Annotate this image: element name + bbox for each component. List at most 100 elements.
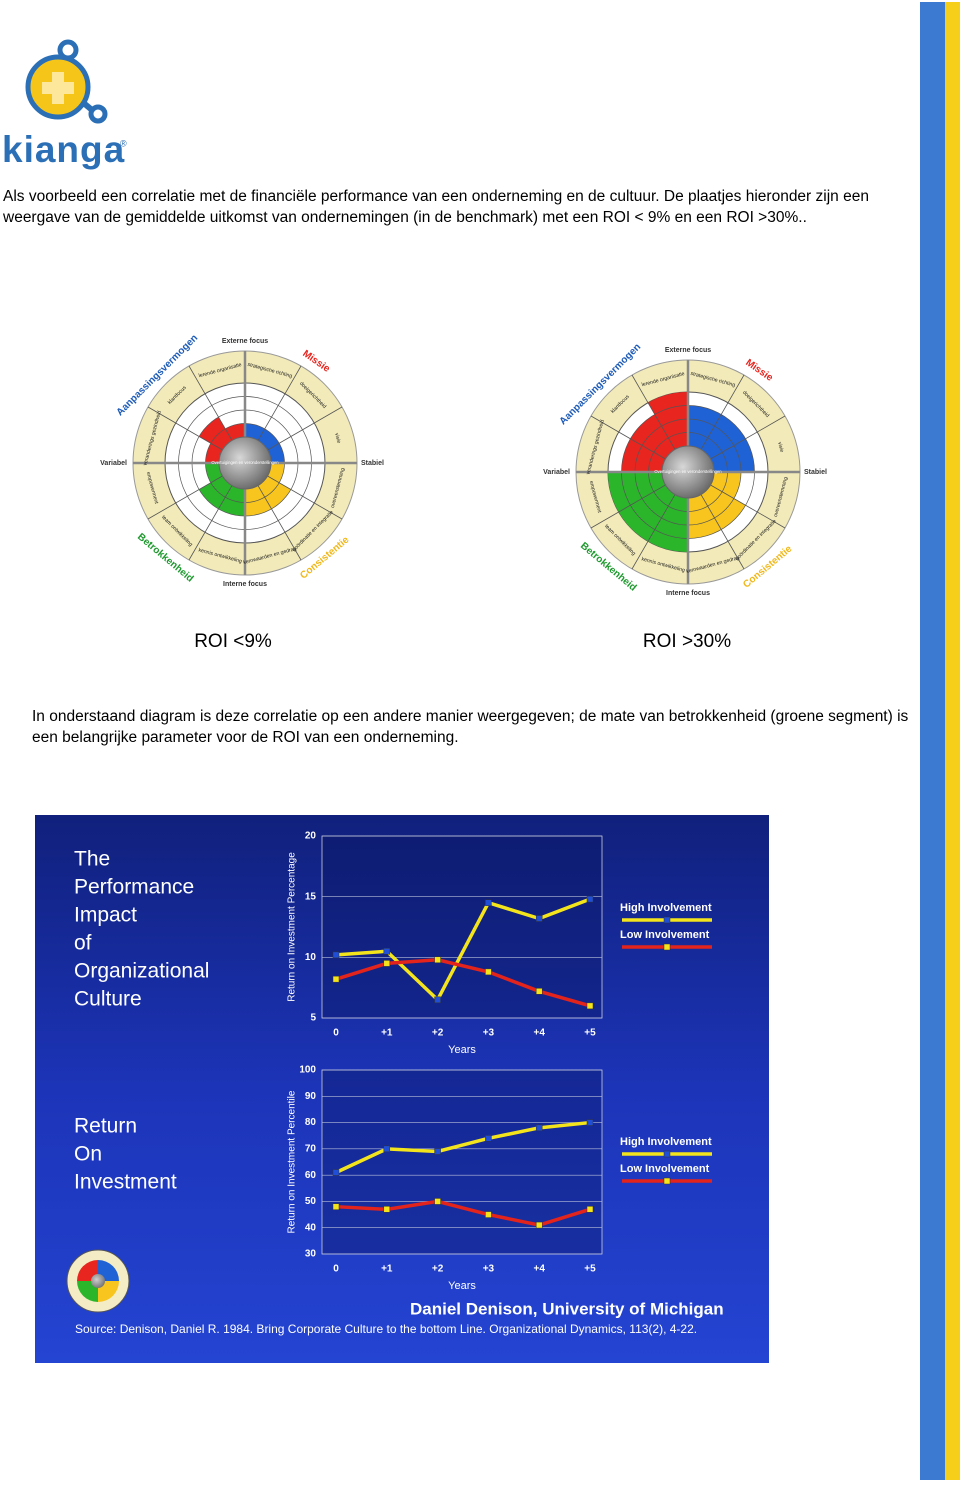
segment-level	[688, 405, 722, 450]
axis-label: Stabiel	[361, 460, 384, 467]
x-tick-label: +4	[533, 1264, 545, 1275]
segment-level	[258, 476, 291, 509]
segment-level	[621, 438, 666, 472]
point-marker	[485, 899, 492, 906]
intro-text: Als voorbeeld een correlatie met de fina…	[3, 188, 869, 226]
point-marker	[434, 956, 441, 964]
divider	[257, 485, 302, 561]
divider	[710, 484, 786, 529]
segment-level	[225, 423, 245, 441]
point-marker	[535, 915, 543, 922]
outro-text: In onderstaand diagram is deze correlati…	[32, 708, 909, 746]
segment-level	[218, 485, 245, 516]
circumplex: Overtuigingen en veronderstellingenveran…	[543, 342, 827, 597]
axis-label: Stabiel	[804, 469, 827, 476]
y-axis-label: Return on Investment Percentile	[287, 1090, 298, 1233]
point-marker	[383, 960, 391, 967]
x-axis-label: Years	[448, 1044, 476, 1056]
logo-mark: ®	[120, 138, 127, 148]
series-line	[335, 1120, 591, 1175]
x-tick-label: +5	[584, 1028, 596, 1039]
side-stripe-blue	[920, 2, 945, 1480]
divider	[188, 485, 233, 561]
segment-level	[199, 476, 232, 509]
divider	[257, 365, 302, 441]
axis-label: Interne focus	[223, 581, 267, 588]
panel-background	[35, 815, 769, 1363]
logo-plus	[42, 72, 74, 104]
y-tick-label: 50	[305, 1196, 317, 1207]
segment-level	[205, 443, 223, 463]
divider	[631, 374, 676, 450]
x-tick-label: +3	[483, 1264, 495, 1275]
chart-title: Organizational	[74, 960, 209, 983]
segment-level	[267, 463, 285, 483]
logo-text: kianga	[2, 129, 125, 170]
point-marker	[383, 1206, 391, 1213]
legend-marker	[663, 943, 671, 951]
point-marker	[586, 1002, 594, 1010]
x-tick-label: +2	[432, 1028, 444, 1039]
segment-level	[710, 438, 755, 472]
logo: kianga ®	[2, 39, 127, 170]
point-marker	[535, 1221, 543, 1229]
x-tick-label: +4	[533, 1028, 545, 1039]
divider	[710, 415, 786, 460]
point-marker	[434, 1148, 441, 1155]
legend-marker	[663, 916, 671, 924]
center	[218, 436, 272, 490]
series-line	[335, 957, 591, 1008]
x-tick-label: 0	[333, 1264, 339, 1275]
divider	[188, 365, 233, 441]
segment-level	[258, 428, 280, 450]
panel-icon	[66, 1249, 130, 1313]
y-tick-label: 70	[305, 1143, 317, 1154]
point-marker	[485, 968, 492, 976]
chart-title: Culture	[74, 988, 142, 1011]
y-tick-label: 20	[305, 831, 317, 842]
point-marker	[332, 975, 340, 983]
x-tick-label: +1	[381, 1264, 393, 1275]
point-marker	[383, 948, 391, 955]
segment-level	[688, 494, 722, 539]
center	[661, 445, 715, 499]
point-marker	[332, 951, 340, 959]
point-marker	[586, 1206, 594, 1213]
series-line	[335, 1199, 591, 1227]
point-marker	[485, 1211, 492, 1218]
y-tick-label: 100	[299, 1065, 316, 1076]
divider	[590, 484, 666, 529]
plot-area	[321, 1069, 603, 1255]
diagram-caption: ROI <9%	[194, 631, 272, 652]
point-marker	[485, 1135, 492, 1142]
y-tick-label: 10	[305, 952, 317, 963]
divider	[700, 374, 745, 450]
y-tick-label: 60	[305, 1170, 317, 1181]
divider	[267, 406, 343, 451]
segment-level	[701, 414, 746, 459]
y-axis-label: Return on Investment Percentage	[287, 852, 298, 1002]
chart-title: The	[74, 848, 110, 871]
center-label: Overtuigingen en veronderstellingen	[654, 469, 722, 474]
divider	[147, 406, 223, 451]
segment-level	[267, 443, 285, 463]
chart-title: of	[74, 932, 92, 955]
segment-level	[205, 463, 223, 483]
point-marker	[434, 1198, 441, 1205]
legend-marker	[663, 1177, 671, 1185]
diagrams: Overtuigingen en veronderstellingenveran…	[100, 333, 827, 597]
divider	[267, 475, 343, 520]
y-tick-label: 5	[310, 1013, 316, 1024]
axis-label: Interne focus	[666, 590, 710, 597]
y-tick-label: 80	[305, 1117, 317, 1128]
chart-title: Investment	[74, 1171, 177, 1194]
y-tick-label: 15	[305, 891, 317, 902]
legend-label: High Involvement	[620, 902, 712, 914]
y-tick-label: 30	[305, 1249, 317, 1260]
side-stripe-yellow	[945, 2, 960, 1480]
plot-area	[321, 835, 603, 1019]
point-marker	[332, 1169, 340, 1176]
divider	[590, 415, 666, 460]
chart-title: Performance	[74, 876, 194, 899]
